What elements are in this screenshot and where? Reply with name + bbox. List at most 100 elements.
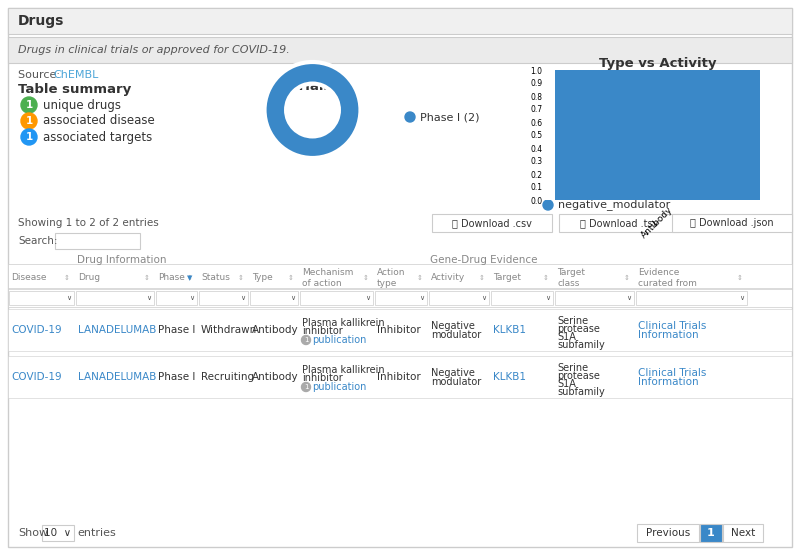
Text: 1: 1 [26,116,33,126]
Text: Drug: Drug [78,274,100,282]
Text: associated disease: associated disease [43,114,154,128]
Text: ▼: ▼ [186,275,192,281]
Bar [199,291,248,305]
Bar [8,8,792,34]
Text: ⇕: ⇕ [186,275,192,281]
Bar [555,291,634,305]
Text: Phase: Phase [158,274,185,282]
Text: ∨: ∨ [189,295,194,301]
Bar [491,291,553,305]
Text: ∨: ∨ [481,295,486,301]
Bar [637,524,699,542]
Text: subfamily: subfamily [557,340,605,350]
Text: Action
type: Action type [377,268,406,288]
Text: KLKB1: KLKB1 [493,372,526,382]
Bar [76,291,154,305]
Bar [723,524,763,542]
Text: Drug Information: Drug Information [77,255,166,265]
Text: ∨: ∨ [66,295,71,301]
Bar [250,291,298,305]
Text: Antibody: Antibody [252,325,298,335]
Text: Phase I: Phase I [158,325,195,335]
Text: Clinical Trials: Clinical Trials [638,368,706,378]
Text: S1A: S1A [557,379,576,389]
Text: ⇕: ⇕ [542,275,548,281]
Bar [636,291,747,305]
Text: Phase I (2): Phase I (2) [420,112,479,122]
Text: 1: 1 [26,100,33,110]
Bar [8,37,792,63]
Text: LANADELUMAB: LANADELUMAB [78,372,156,382]
Bar [55,233,140,249]
Text: ⇕: ⇕ [416,275,422,281]
Text: 1: 1 [26,132,33,142]
Text: Type: Type [252,274,273,282]
Bar [432,214,552,232]
Circle shape [21,97,37,113]
Text: LANADELUMAB: LANADELUMAB [78,325,156,335]
Text: subfamily: subfamily [557,387,605,397]
Circle shape [302,382,310,391]
Text: Disease: Disease [11,274,46,282]
Text: publication: publication [312,335,366,345]
Bar [8,264,792,288]
Circle shape [405,112,415,122]
Text: associated targets: associated targets [43,130,152,144]
Bar [700,524,722,542]
Text: ∨: ∨ [626,295,631,301]
Text: ⇕: ⇕ [143,275,149,281]
Text: ⇕: ⇕ [736,275,742,281]
Bar [8,289,792,307]
Text: Type vs Activity: Type vs Activity [599,57,717,69]
Circle shape [21,113,37,129]
Text: Target
class: Target class [557,268,585,288]
Text: KLKB1: KLKB1 [493,325,526,335]
Text: Target: Target [493,274,521,282]
Text: 1: 1 [304,384,308,390]
Text: Plasma kallikrein: Plasma kallikrein [302,365,385,375]
Text: Evidence
curated from: Evidence curated from [638,268,697,288]
Text: ⤓ Download .tsv: ⤓ Download .tsv [580,218,658,228]
Text: Next: Next [731,528,755,538]
Text: negative_modulator: negative_modulator [558,200,670,210]
Text: ∨: ∨ [739,295,744,301]
Text: entries: entries [77,528,116,538]
Circle shape [302,336,310,345]
Text: ⤓ Download .csv: ⤓ Download .csv [452,218,532,228]
Bar [42,525,74,541]
Text: Plasma kallikrein: Plasma kallikrein [302,318,385,328]
Bar [8,356,792,398]
Text: Information: Information [638,330,698,340]
Text: COVID-19: COVID-19 [11,325,62,335]
Bar [428,253,748,267]
Bar [75,253,428,267]
Text: Activity: Activity [431,274,466,282]
Text: Recruiting: Recruiting [201,372,254,382]
Text: protease: protease [557,324,600,334]
Bar [559,214,679,232]
Text: ⤓ Download .json: ⤓ Download .json [690,218,774,228]
Text: unique drugs: unique drugs [43,98,121,112]
Text: Gene-Drug Evidence: Gene-Drug Evidence [430,255,538,265]
Text: Drugs: Drugs [18,14,64,28]
Text: 1: 1 [304,337,308,343]
Bar [9,291,74,305]
Text: ⇕: ⇕ [287,275,293,281]
Text: publication: publication [312,382,366,392]
Text: 1: 1 [707,528,715,538]
Text: 10  ∨: 10 ∨ [44,528,72,538]
Text: ∨: ∨ [146,295,151,301]
Text: Inhibitor: Inhibitor [377,372,421,382]
Text: protease: protease [557,371,600,381]
Text: Antibody: Antibody [252,372,298,382]
Circle shape [21,129,37,145]
Text: Source:: Source: [18,70,63,80]
Bar [156,291,197,305]
Text: ⇕: ⇕ [623,275,629,281]
Text: S1A: S1A [557,332,576,342]
Text: ∨: ∨ [545,295,550,301]
Text: Table summary: Table summary [18,83,131,97]
Text: COVID-19: COVID-19 [11,372,62,382]
Text: Showing 1 to 2 of 2 entries: Showing 1 to 2 of 2 entries [18,218,158,228]
Bar [672,214,792,232]
